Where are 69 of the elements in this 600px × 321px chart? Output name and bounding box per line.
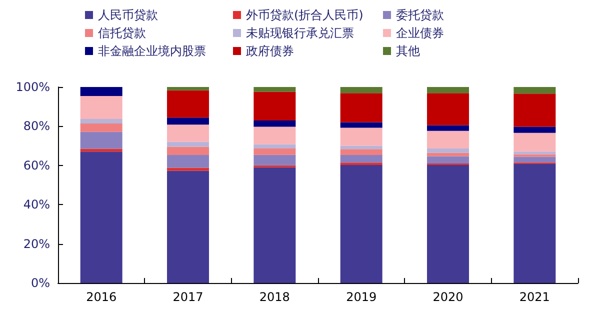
x-tick-label: 2021 — [519, 290, 550, 304]
x-tick-label: 2017 — [172, 290, 204, 304]
bar — [167, 142, 209, 147]
y-tick-label: 60% — [23, 158, 50, 172]
bar — [80, 148, 122, 152]
bar — [340, 165, 382, 283]
bar — [80, 118, 122, 124]
bar — [254, 126, 296, 144]
legend-label: 政府债券 — [246, 44, 294, 58]
bar — [80, 132, 122, 149]
legend-label: 外币贷款(折合人民币) — [246, 8, 364, 22]
bar — [514, 87, 556, 94]
bar — [167, 118, 209, 125]
bar — [80, 123, 122, 132]
bar — [254, 87, 296, 92]
bar — [254, 120, 296, 127]
y-tick-label: 0% — [30, 276, 50, 290]
bar — [340, 155, 382, 163]
bar — [340, 146, 382, 150]
bar — [427, 93, 469, 126]
y-tick-label: 20% — [23, 236, 50, 251]
bar — [254, 92, 296, 121]
x-tick-label: 2016 — [86, 290, 117, 304]
bar — [427, 152, 469, 156]
bar — [340, 149, 382, 156]
bar — [340, 162, 382, 166]
bar — [514, 152, 556, 154]
bar — [514, 154, 556, 157]
bar — [427, 87, 469, 94]
bar — [427, 156, 469, 164]
bar — [340, 128, 382, 146]
bar — [167, 124, 209, 142]
bar — [80, 87, 122, 96]
bar — [167, 87, 209, 90]
y-tick-label: 100% — [16, 80, 50, 94]
bar — [427, 130, 469, 149]
bar — [167, 146, 209, 156]
bar — [254, 154, 296, 166]
bar — [514, 126, 556, 133]
bar — [254, 144, 296, 149]
legend-label: 未贴现银行承兑汇票 — [246, 26, 354, 40]
bar — [427, 148, 469, 153]
bar — [167, 155, 209, 168]
bar — [514, 94, 556, 127]
bar — [340, 122, 382, 128]
bar — [514, 132, 556, 152]
bar — [514, 156, 556, 163]
bar — [167, 90, 209, 118]
bar — [427, 165, 469, 283]
legend-label: 人民币贷款 — [98, 8, 158, 22]
bar — [80, 96, 122, 119]
bar — [254, 148, 296, 155]
bar — [427, 125, 469, 131]
bar — [340, 93, 382, 122]
bar — [80, 152, 122, 283]
x-tick-label: 2019 — [346, 290, 377, 304]
y-tick-label: 80% — [23, 119, 50, 134]
legend-label: 企业债券 — [396, 26, 444, 40]
bar — [340, 87, 382, 94]
y-tick-label: 40% — [23, 198, 50, 212]
x-tick-label: 2020 — [432, 290, 464, 304]
bar — [514, 164, 556, 283]
x-tick-label: 2018 — [259, 290, 290, 304]
legend-label: 委托贷款 — [396, 8, 444, 22]
bar — [167, 170, 209, 283]
legend-label: 其他 — [396, 44, 420, 58]
legend-label: 信托贷款 — [98, 26, 146, 40]
legend-label: 非金融企业境内股票 — [98, 44, 206, 58]
bar — [254, 167, 296, 283]
